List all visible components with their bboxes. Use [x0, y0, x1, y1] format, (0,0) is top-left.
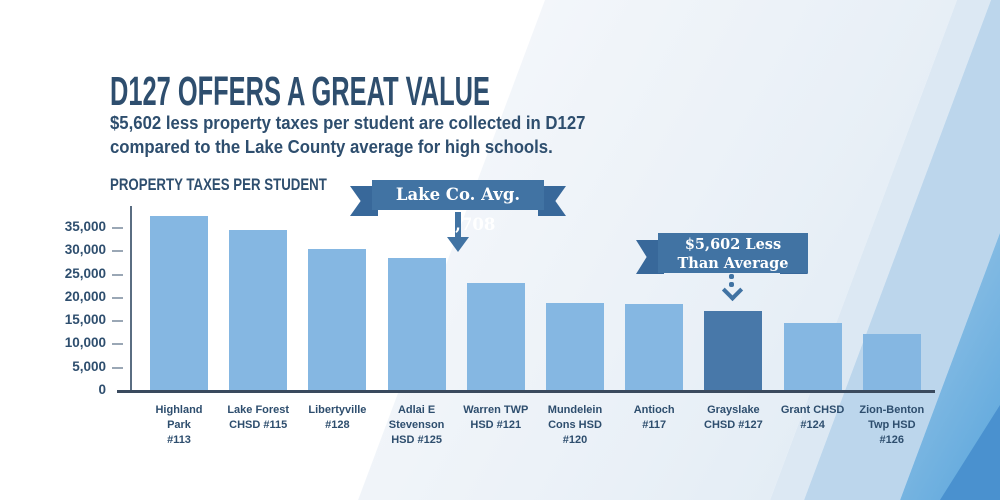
bar-lakeforest-chsd115 — [229, 230, 288, 391]
y-tick-mark — [112, 250, 123, 253]
page-title: D127 OFFERS A GREAT VALUE — [110, 68, 723, 115]
subtitle: $5,602 less property taxes per student a… — [110, 113, 586, 157]
arrow-stem — [455, 212, 461, 238]
arrow-dot — [729, 282, 734, 287]
x-axis-label: Warren TWP HSD #121 — [463, 404, 529, 431]
y-tick-mark — [112, 343, 123, 346]
bar-mundelein-conshsd-120 — [546, 303, 604, 391]
y-tick-label: 25,000 — [64, 265, 106, 281]
chart-title: PROPERTY TAXES PER STUDENT — [110, 175, 388, 195]
x-axis-label: Antioch #117 — [633, 404, 675, 431]
x-axis-label: Mundelein Cons HSD #120 — [547, 404, 603, 446]
x-axis-label: Libertyville #128 — [308, 404, 367, 431]
arrow-head — [447, 237, 469, 252]
page-title-text: D127 OFFERS A GREAT VALUE — [110, 68, 490, 114]
bar-adlaie-stevenson-hsd125 — [387, 257, 446, 391]
y-tick-label: 5,000 — [72, 358, 106, 374]
x-axis-label: Grant CHSD #124 — [780, 404, 845, 431]
x-axis-line — [117, 390, 935, 393]
bar-grantchsd-124 — [783, 322, 842, 391]
x-axis-label: Adlai E Stevenson HSD #125 — [388, 404, 445, 446]
bar-zion-benton-twphsd-126 — [862, 334, 921, 391]
y-tick-mark — [112, 227, 123, 229]
chart-title-text: PROPERTY TAXES PER STUDENT — [110, 175, 327, 194]
x-axis-label: Zion-Benton Twp HSD #126 — [859, 404, 925, 446]
x-axis-label: Grayslake CHSD #127 — [704, 404, 763, 431]
y-tick-label: 20,000 — [64, 288, 106, 304]
y-tick-label: 10,000 — [64, 335, 106, 351]
arrow-dot — [729, 274, 734, 279]
bar-antioch-117 — [625, 304, 684, 391]
avg-ribbon-label: Lake Co. Avg. $22,708 — [372, 180, 544, 234]
y-axis-line — [130, 206, 132, 392]
y-tick-mark — [112, 273, 123, 276]
y-tick-label: 0 — [98, 382, 106, 397]
bar-grayslake-chsd127 — [704, 311, 763, 391]
y-tick-mark — [112, 366, 123, 369]
bar-highland-park-113 — [150, 216, 208, 391]
bar-libertyville-128 — [308, 249, 367, 391]
x-axis-label: Lake Forest CHSD #115 — [227, 404, 290, 431]
bar-warrentwp-hsd121 — [466, 282, 525, 391]
x-axis-label: Highland Park #113 — [155, 404, 203, 446]
y-tick-label: 30,000 — [64, 242, 106, 258]
y-tick-label: 15,000 — [64, 312, 106, 328]
y-tick-label: 35,000 — [64, 219, 106, 234]
y-tick-mark — [112, 320, 123, 323]
less-ribbon-label: $5,602 Less Than Average — [658, 233, 808, 273]
y-tick-mark — [112, 296, 123, 299]
